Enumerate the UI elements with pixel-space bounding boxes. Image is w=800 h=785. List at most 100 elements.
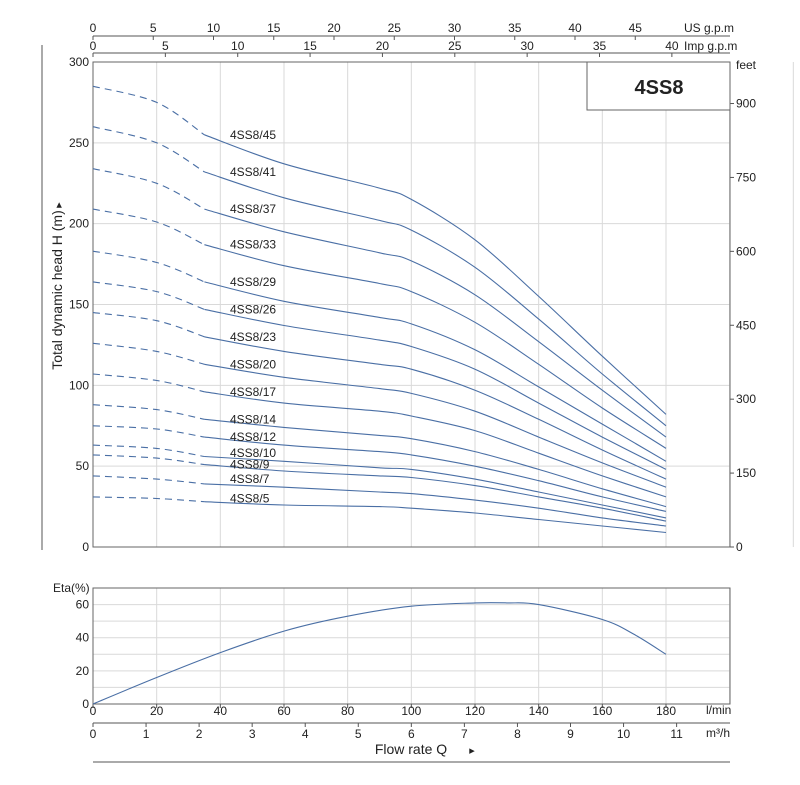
head-curve-dashed [92,475,205,485]
head-curve [204,308,667,470]
m3h-tick-label: 3 [249,727,256,741]
m3h-tick-label: 5 [355,727,362,741]
m3h-tick-label: 1 [143,727,150,741]
feet-tick-label: 600 [736,244,756,258]
curve-label: 4SS8/20 [230,357,276,371]
head-curve-dashed [92,444,205,458]
eta-line [92,602,667,705]
lmin-tick-label: 160 [592,704,612,718]
model-label: 4SS8 [635,77,684,99]
lmin-tick-label: 40 [214,704,228,718]
lmin-label: l/min [706,703,731,717]
imp-gpm-tick-label: 25 [448,39,462,53]
y-axis-title: Total dynamic head H (m) [49,210,65,370]
m3h-tick-label: 10 [617,727,631,741]
head-curve [204,363,667,488]
curve-label: 4SS8/33 [230,238,276,252]
us-gpm-tick-label: 10 [207,21,221,35]
eta-tick-label: 0 [82,697,89,711]
us-gpm-tick-label: 30 [448,21,462,35]
m3h-tick-label: 7 [461,727,468,741]
us-gpm-tick-label: 40 [568,21,582,35]
lmin-tick-label: 20 [150,704,164,718]
imp-gpm-tick-label: 0 [90,39,97,53]
imp-gpm-tick-label: 30 [520,39,534,53]
head-curve-dashed [92,208,205,246]
eta-grid [93,588,731,704]
head-curve [204,171,667,427]
feet-tick-label: 300 [736,392,756,406]
feet-tick-label: 150 [736,466,756,480]
curve-label: 4SS8/26 [230,302,276,316]
imp-gpm-tick-label: 20 [376,39,390,53]
y-tick-label: 150 [69,298,89,312]
feet-tick-label: 750 [736,170,756,184]
y-tick-label: 0 [82,540,89,554]
head-curve-dashed [92,281,205,310]
curve-label: 4SS8/23 [230,330,276,344]
head-curve [204,464,667,522]
m3h-label: m³/h [706,726,730,740]
curve-label: 4SS8/7 [230,472,270,486]
head-curve [204,483,667,527]
lmin-tick-label: 80 [341,704,355,718]
x-axis-arrow: ▸ [469,745,475,757]
us-gpm-tick-label: 25 [388,21,402,35]
m3h-tick-label: 0 [90,727,97,741]
eta-tick-label: 20 [76,664,90,678]
m3h-tick-label: 4 [302,727,309,741]
lmin-tick-label: 60 [277,704,291,718]
curve-label: 4SS8/41 [230,165,276,179]
imp-gpm-tick-label: 15 [303,39,317,53]
head-curve [204,436,667,512]
feet-tick-label: 450 [736,318,756,332]
curve-label: 4SS8/5 [230,492,270,506]
us-gpm-label: US g.p.m [684,21,734,35]
imp-gpm-tick-label: 40 [665,39,679,53]
m3h-tick-label: 11 [670,727,683,741]
head-curve-dashed [92,342,205,365]
head-curve [204,244,667,449]
lmin-tick-label: 180 [656,704,676,718]
curve-label: 4SS8/17 [230,385,276,399]
us-gpm-tick-label: 15 [267,21,281,35]
head-curve [204,134,667,415]
us-gpm-tick-label: 45 [629,21,643,35]
us-gpm-tick-label: 0 [90,21,97,35]
feet-tick-label: 0 [736,540,743,554]
main-plot-frame [92,61,731,548]
eta-ticks: 0 20 40 60 0 20 40 60 80 100 120 140 160 180 0 1 2 3 4 5 6 7 8… [76,598,684,741]
curve-label: 4SS8/45 [230,128,276,142]
model-box [586,61,731,111]
eta-label: Eta(%) [53,581,90,595]
head-curve [204,418,667,508]
imp-gpm-tick-label: 35 [593,39,607,53]
head-curve [204,281,667,462]
head-curve-dashed [92,126,205,173]
us-gpm-tick-label: 20 [327,21,341,35]
curve-label: 4SS8/37 [230,202,276,216]
y-tick-label: 250 [69,136,89,150]
imp-gpm-label: Imp g.p.m [684,39,737,53]
efficiency-curve [92,602,667,705]
lmin-tick-label: 0 [90,704,97,718]
eta-tick-label: 60 [76,598,90,612]
us-gpm-tick-label: 35 [508,21,522,35]
feet-label: feet [736,58,757,72]
head-curve-dashed [92,404,205,420]
head-curve-dashed [92,168,205,210]
head-curves: 4SS8/45 4SS8/41 4SS8/37 4SS8/33 4SS8/29 4SS8/… [92,85,667,534]
curve-label: 4SS8/9 [230,458,270,472]
feet-tick-label: 900 [736,97,756,111]
curve-label: 4SS8/14 [230,412,276,426]
head-curve [204,455,667,519]
curve-label: 4SS8/12 [230,430,276,444]
head-curve-dashed [92,454,205,466]
eta-tick-label: 40 [76,631,90,645]
head-curve-dashed [92,250,205,283]
lmin-tick-label: 120 [465,704,485,718]
m3h-tick-label: 8 [514,727,521,741]
head-curve [204,336,667,480]
